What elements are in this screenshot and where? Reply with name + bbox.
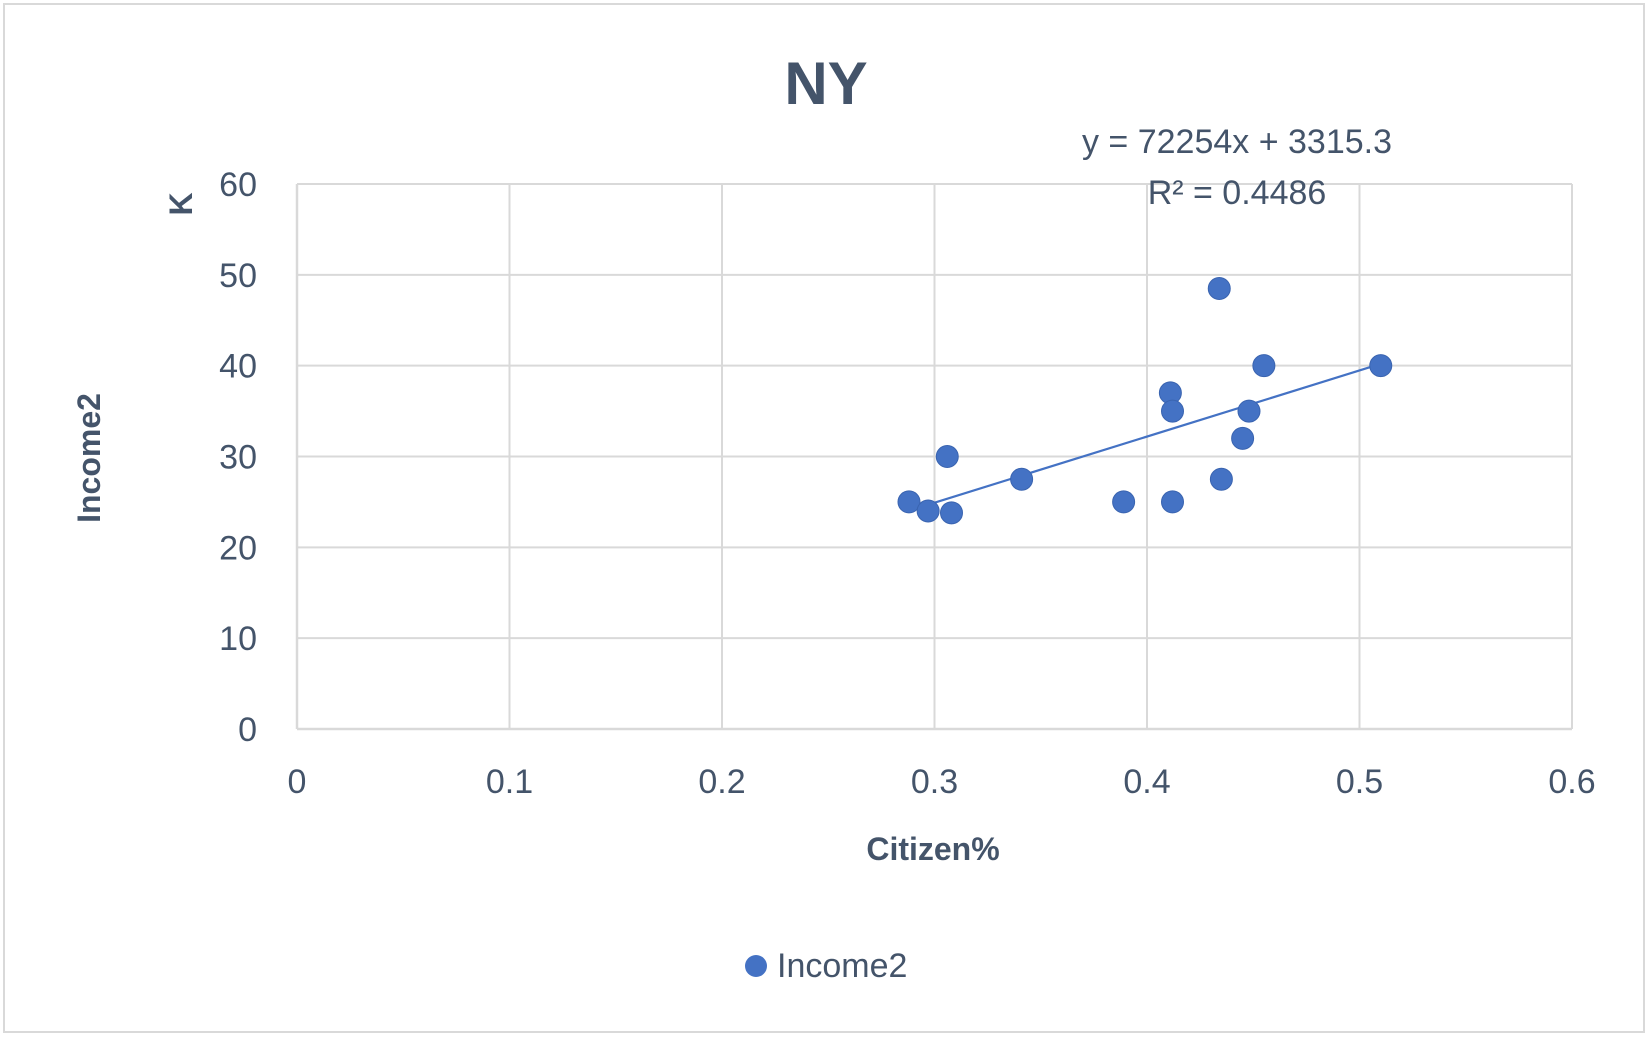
data-point: [1209, 467, 1233, 491]
data-points: [897, 276, 1393, 525]
chart-frame: [3, 3, 1645, 1033]
tick-labels: 0 10 20 30 40 50 60 0 0.1 0.2 0.3 0.4 0.5 0.6: [219, 166, 1595, 801]
legend: Income2: [745, 947, 907, 985]
data-point: [935, 445, 959, 468]
data-point: [1010, 467, 1034, 491]
trendline-equation: y = 72254x + 3315.3: [1082, 123, 1392, 161]
x-tick-label: 0.4: [1123, 763, 1170, 801]
data-point: [1252, 354, 1276, 378]
y-tick-label: 40: [219, 348, 257, 386]
chart-title: NY: [784, 50, 867, 117]
y-tick-label: 50: [219, 257, 257, 295]
axes: [295, 184, 1572, 731]
x-tick-label: 0.1: [486, 763, 533, 801]
data-point: [897, 490, 921, 514]
data-point: [1207, 276, 1231, 300]
x-tick-label: 0: [288, 763, 307, 801]
trendline: [927, 362, 1382, 506]
data-point: [1161, 399, 1184, 423]
data-point: [940, 501, 963, 525]
legend-entry-income2: Income2: [777, 947, 907, 985]
y-tick-label: 20: [219, 529, 257, 567]
y-tick-label: 60: [219, 166, 257, 204]
y-tick-label: 10: [219, 620, 257, 658]
x-tick-label: 0.3: [911, 763, 958, 801]
data-point: [916, 499, 940, 523]
x-axis-label: Citizen%: [866, 831, 999, 867]
data-point: [1369, 354, 1393, 378]
y-axis-unit: K: [163, 192, 199, 215]
data-point: [1231, 426, 1255, 450]
data-point: [1237, 399, 1261, 423]
y-axis-label: Income2: [71, 393, 107, 523]
data-point: [1112, 490, 1136, 514]
trendline-r2: R² = 0.4486: [1148, 174, 1327, 212]
data-point: [1161, 490, 1184, 514]
x-tick-label: 0.5: [1336, 763, 1383, 801]
y-tick-label: 0: [238, 711, 257, 749]
x-tick-label: 0.2: [698, 763, 745, 801]
grid-lines: [297, 183, 1573, 729]
legend-marker: [745, 955, 767, 977]
x-tick-label: 0.6: [1548, 763, 1595, 801]
y-tick-label: 30: [219, 439, 257, 477]
